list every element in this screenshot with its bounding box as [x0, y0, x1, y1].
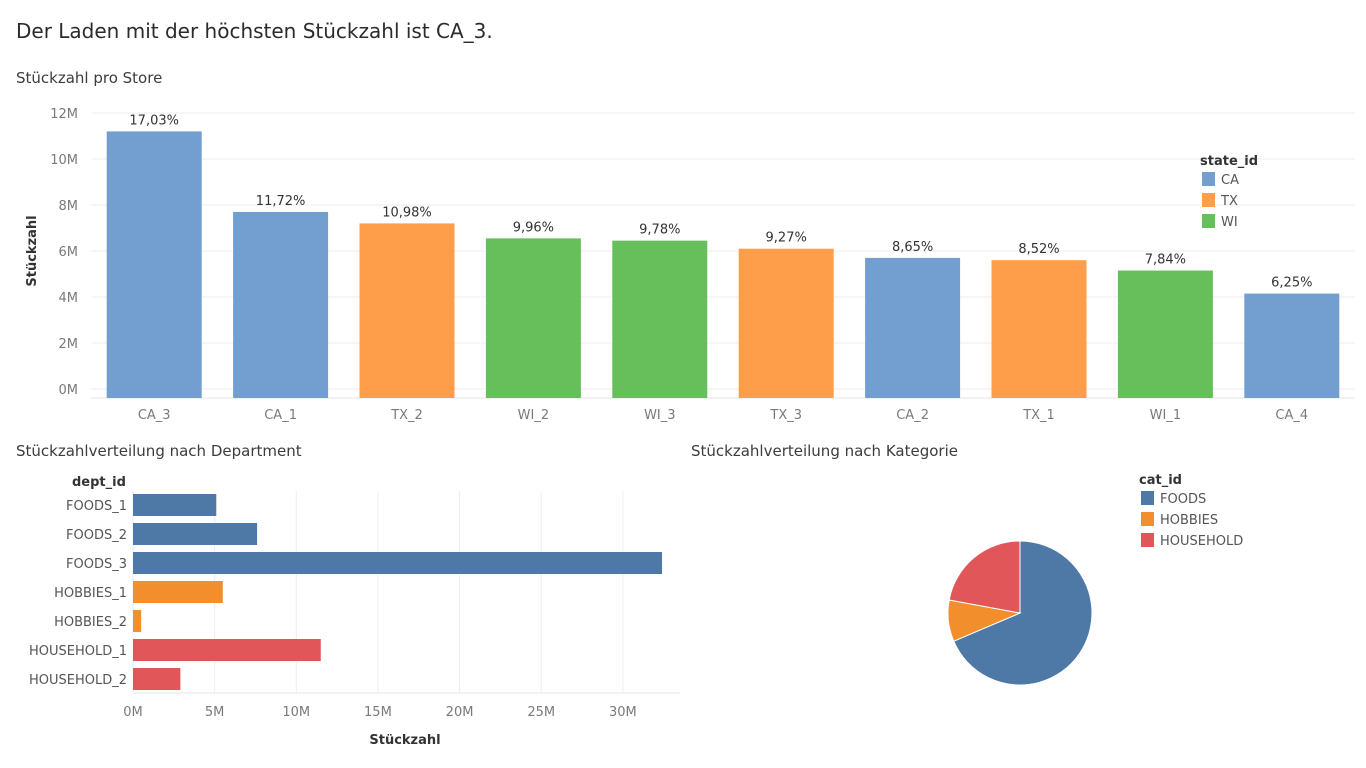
legend-title: cat_id — [1139, 473, 1182, 488]
bar-wi_2 — [485, 238, 581, 398]
bar-ca_1 — [233, 211, 329, 398]
y-axis-title: Stückzahl — [25, 215, 40, 286]
x-tick-label: 25M — [527, 705, 555, 720]
data-label: 9,96% — [513, 220, 554, 235]
x-tick-label: CA_1 — [264, 408, 297, 423]
x-tick-label: CA_4 — [1275, 408, 1308, 423]
bar-wi_1 — [1117, 270, 1213, 398]
y-tick-label: 2M — [59, 337, 79, 352]
data-label: 17,03% — [129, 113, 179, 128]
legend-label: HOBBIES — [1160, 513, 1218, 528]
bar-wi_3 — [612, 240, 708, 398]
legend-label: WI — [1221, 215, 1238, 230]
legend-swatch — [1202, 214, 1215, 228]
bar-foods-2 — [133, 523, 258, 545]
x-axis-title: Stückzahl — [369, 733, 440, 748]
bar-household-2 — [133, 668, 181, 690]
y-tick-label: 12M — [50, 107, 78, 122]
y-tick-label: FOODS_1 — [66, 499, 127, 514]
y-tick-label: 10M — [50, 153, 78, 168]
x-tick-label: 5M — [205, 705, 225, 720]
pie-slice-household — [948, 540, 1021, 614]
data-label: 7,84% — [1145, 253, 1186, 268]
legend-title: state_id — [1200, 154, 1258, 169]
x-tick-label: TX_3 — [769, 408, 802, 423]
legend-swatch — [1141, 533, 1154, 547]
y-tick-label: FOODS_2 — [66, 528, 127, 543]
data-label: 8,65% — [892, 240, 933, 255]
pie-slice-foods — [953, 540, 1093, 686]
legend-swatch — [1202, 193, 1215, 207]
legend-label: HOUSEHOLD — [1160, 534, 1243, 549]
y-tick-label: FOODS_3 — [66, 557, 127, 572]
bar-household-1 — [133, 639, 321, 661]
bar-foods-3 — [133, 552, 663, 574]
legend-swatch — [1141, 512, 1154, 526]
bar-tx_2 — [359, 223, 455, 398]
bar-tx_1 — [991, 260, 1087, 398]
legend-label: FOODS — [1160, 492, 1206, 507]
x-tick-label: 10M — [282, 705, 310, 720]
data-label: 11,72% — [256, 194, 306, 209]
data-label: 9,27% — [766, 231, 807, 246]
data-label: 6,25% — [1271, 276, 1312, 291]
dashboard-title: Der Laden mit der höchsten Stückzahl ist… — [16, 19, 493, 43]
legend-swatch — [1141, 491, 1154, 505]
bar-foods-1 — [133, 494, 217, 516]
x-tick-label: WI_3 — [644, 408, 675, 423]
y-tick-label: 6M — [59, 245, 79, 260]
y-tick-label: HOBBIES_2 — [54, 615, 127, 630]
y-tick-label: HOBBIES_1 — [54, 586, 127, 601]
y-tick-label: HOUSEHOLD_1 — [29, 644, 127, 659]
dept-chart-title: Stückzahlverteilung nach Department — [16, 442, 302, 460]
y-tick-label: 8M — [59, 199, 79, 214]
legend-label: CA — [1221, 173, 1239, 188]
bar-ca_2 — [865, 257, 961, 398]
bar-ca_4 — [1244, 293, 1340, 398]
x-tick-label: 30M — [609, 705, 637, 720]
data-label: 9,78% — [639, 223, 680, 238]
x-tick-label: WI_1 — [1150, 408, 1181, 423]
legend-swatch — [1202, 172, 1215, 186]
x-tick-label: CA_2 — [896, 408, 929, 423]
x-tick-label: 15M — [364, 705, 392, 720]
y-tick-label: 4M — [59, 291, 79, 306]
bar-hobbies-2 — [133, 610, 142, 632]
x-tick-label: CA_3 — [138, 408, 171, 423]
data-label: 10,98% — [382, 205, 432, 220]
category-chart-title: Stückzahlverteilung nach Kategorie — [691, 442, 958, 460]
x-tick-label: 20M — [446, 705, 474, 720]
bar-ca_3 — [106, 131, 202, 398]
x-tick-label: 0M — [123, 705, 143, 720]
y-tick-label: 0M — [59, 383, 79, 398]
x-tick-label: TX_1 — [1022, 408, 1055, 423]
bar-tx_3 — [738, 248, 834, 398]
data-label: 8,52% — [1018, 242, 1059, 257]
y-tick-label: HOUSEHOLD_2 — [29, 673, 127, 688]
x-tick-label: WI_2 — [518, 408, 549, 423]
store-chart-title: Stückzahl pro Store — [16, 69, 163, 87]
legend-label: TX — [1220, 194, 1238, 209]
bar-hobbies-1 — [133, 581, 223, 603]
x-tick-label: TX_2 — [390, 408, 423, 423]
row-header: dept_id — [72, 475, 126, 490]
